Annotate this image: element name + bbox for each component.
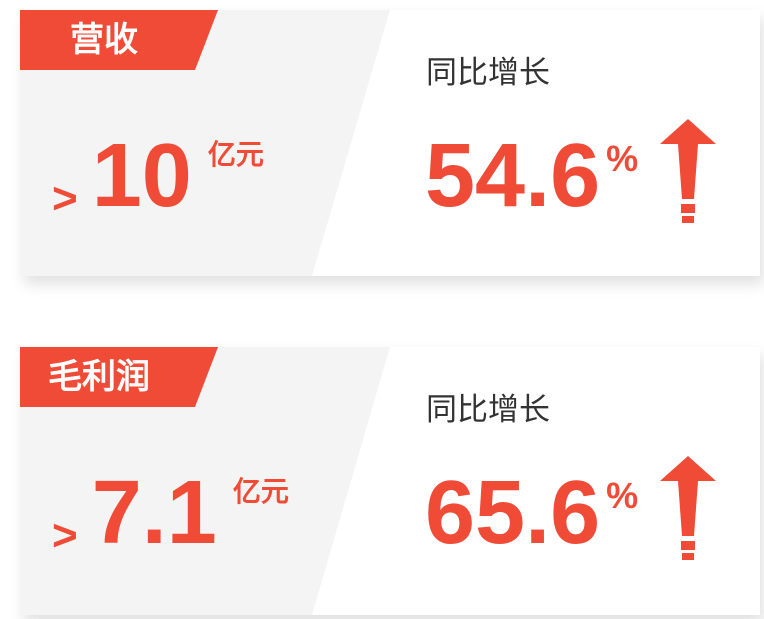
- value-row: > 7.1 亿元: [52, 468, 289, 558]
- greater-than-sign: >: [52, 511, 78, 560]
- growth-value: 65.6: [425, 463, 601, 563]
- card-label: 毛利润: [20, 347, 218, 407]
- growth-row: 65.6 %: [425, 456, 717, 563]
- revenue-card: 营收 > 10 亿元 同比增长 54.6 %: [20, 10, 760, 276]
- value-row: > 10 亿元: [52, 131, 264, 221]
- growth-label: 同比增长: [426, 55, 550, 90]
- growth-row: 54.6 %: [425, 119, 717, 226]
- greater-than-sign: >: [52, 174, 78, 223]
- arrow-up-icon: [660, 456, 717, 560]
- percent-sign: %: [606, 475, 639, 516]
- arrow-up-icon: [660, 119, 717, 223]
- value: 10: [91, 126, 192, 226]
- value: 7.1: [91, 463, 217, 563]
- gross-profit-card: 毛利润 > 7.1 亿元 同比增长 65.6 %: [20, 347, 760, 615]
- growth-label: 同比增长: [426, 392, 550, 427]
- card-label: 营收: [20, 10, 218, 70]
- growth-value: 54.6: [425, 126, 601, 226]
- unit: 亿元: [207, 139, 264, 170]
- unit: 亿元: [232, 476, 289, 507]
- percent-sign: %: [606, 138, 639, 179]
